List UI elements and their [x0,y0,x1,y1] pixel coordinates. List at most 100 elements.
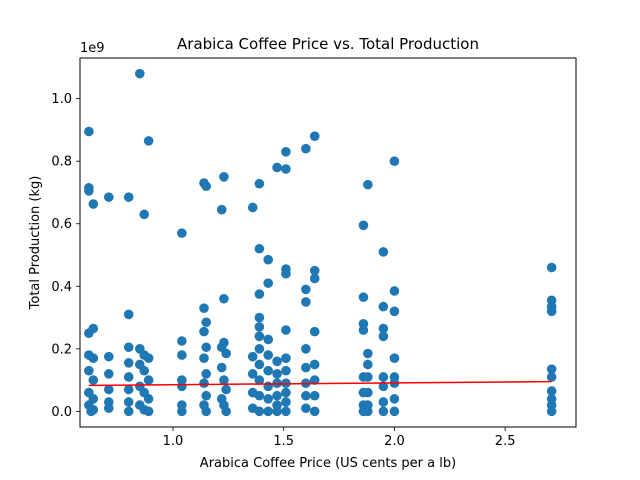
data-point [378,397,389,407]
data-point [378,372,389,382]
data-point [281,365,291,376]
points-layer [84,68,557,417]
data-point [219,172,229,182]
data-point [546,306,557,317]
data-point [123,384,134,395]
data-point [272,406,282,417]
data-point [177,381,187,392]
data-point [216,204,227,215]
y-tick-label: 0.2 [51,342,72,357]
data-point [254,406,265,417]
data-point [247,202,258,213]
data-point [199,353,209,364]
data-point [301,284,311,295]
data-point [139,209,150,220]
data-point [309,265,320,276]
data-point [123,358,134,368]
data-point [103,403,114,414]
data-point [123,372,134,382]
data-point [177,350,187,360]
data-point [201,317,212,328]
data-point [103,369,114,379]
y-tick-label: 0.6 [51,217,72,232]
data-point [221,348,231,359]
data-point [309,390,320,401]
data-point [143,353,154,364]
data-point [363,406,373,417]
data-point [84,126,94,137]
data-point [301,403,311,414]
data-point [254,331,265,342]
data-point [546,262,557,273]
data-point [358,292,369,303]
data-point [358,220,369,231]
data-point [134,68,145,79]
data-point [143,406,154,417]
data-point [254,359,265,370]
data-point [389,353,400,364]
data-point [103,351,114,362]
x-tick-label: 2.5 [495,434,516,449]
data-point [378,301,389,312]
data-point [301,344,311,354]
data-point [363,179,373,190]
data-point [216,362,227,373]
data-point [281,406,291,417]
data-point [219,375,229,385]
data-point [219,337,229,348]
data-point [103,192,114,202]
data-point [378,406,389,417]
data-point [254,322,265,332]
data-point [546,364,557,374]
data-point [254,178,265,189]
data-point [201,390,212,401]
data-point [281,397,291,407]
data-point [254,344,265,354]
data-point [254,312,265,323]
data-point [201,369,212,379]
data-point [363,348,373,359]
data-point [309,359,320,370]
x-tick-label: 2.0 [384,434,405,449]
data-point [221,406,231,417]
data-point [363,359,373,370]
x-tick-label: 1.0 [163,434,184,449]
data-point [201,406,212,417]
data-point [546,386,557,396]
data-point [301,143,311,154]
data-point [301,362,311,373]
data-point [389,156,400,166]
data-point [281,147,291,157]
data-point [177,336,187,346]
data-point [201,181,212,192]
data-point [254,375,265,385]
y-axis-offset-label: 1e9 [80,41,105,56]
data-point [199,303,209,313]
y-tick-label: 0.0 [51,405,72,420]
data-point [143,394,154,404]
trend-line [88,380,552,387]
x-tick-label: 1.5 [273,434,294,449]
data-point [263,381,274,392]
data-point [139,365,150,376]
data-point [254,289,265,299]
data-point [309,273,320,284]
data-point [263,394,274,404]
y-tick-label: 0.4 [51,280,72,295]
data-point [272,390,282,401]
data-point [221,384,231,395]
data-point [84,186,94,196]
plot-area [80,58,576,427]
data-point [389,394,400,404]
data-point [201,342,212,353]
data-point [378,331,389,342]
data-point [281,387,291,398]
data-point [177,406,187,417]
trend-layer [88,380,552,387]
data-point [263,406,274,417]
x-axis-label: Arabica Coffee Price (US cents per a lb) [200,456,456,471]
data-point [358,325,369,335]
data-point [363,387,373,398]
data-point [263,334,274,345]
